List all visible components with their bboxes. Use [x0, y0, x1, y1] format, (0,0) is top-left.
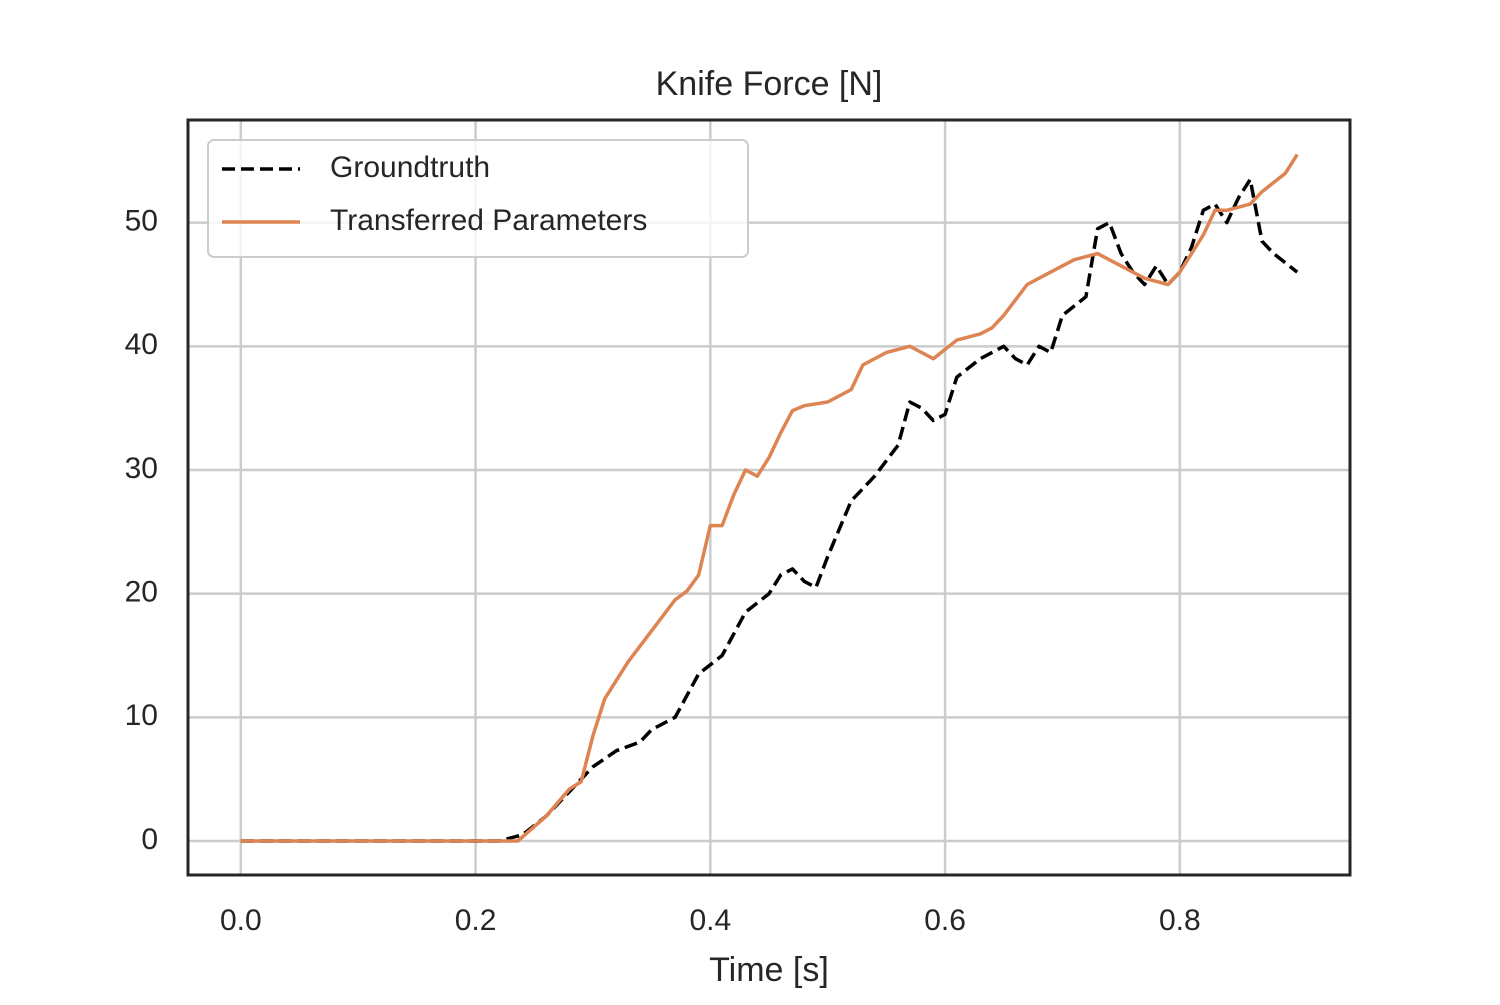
legend-label: Transferred Parameters — [330, 204, 647, 237]
legend: Groundtruth Transferred Parameters — [207, 139, 749, 258]
y-tick-label: 10 — [125, 699, 158, 732]
line — [240, 177, 1299, 843]
legend-box — [207, 139, 749, 258]
plot-frame — [186, 118, 1352, 877]
x-tick-label: 0.6 — [924, 904, 966, 937]
y-tick-label: 0 — [141, 823, 158, 856]
x-tick-label: 0.4 — [689, 904, 731, 937]
y-tick-label: 50 — [125, 205, 158, 238]
x-tick-label: 0.2 — [455, 904, 497, 937]
x-axis-label: Time [s] — [709, 951, 829, 989]
x-tick-label: 0.0 — [220, 904, 262, 937]
x-tick-label: 0.8 — [1159, 904, 1201, 937]
legend-label: Groundtruth — [330, 151, 490, 184]
line — [240, 153, 1299, 843]
chart-title: Knife Force [N] — [656, 65, 883, 103]
y-tick-label: 40 — [125, 328, 158, 361]
y-tick-label: 30 — [125, 452, 158, 485]
y-tick-label: 20 — [125, 576, 158, 609]
